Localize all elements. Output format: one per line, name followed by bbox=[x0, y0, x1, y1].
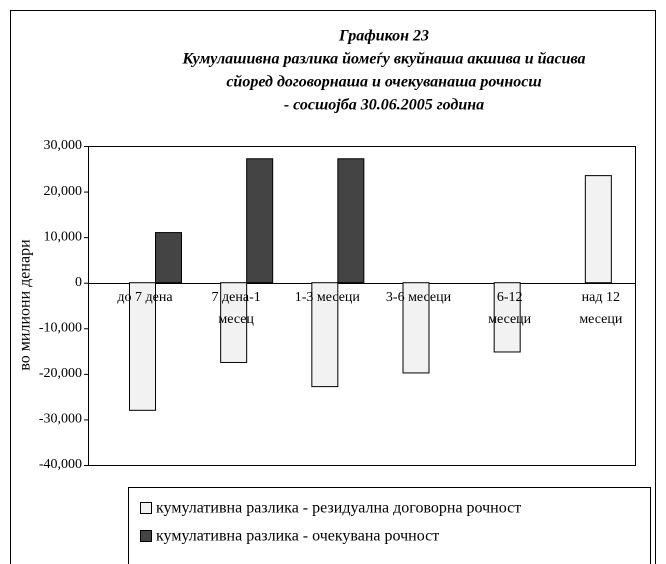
x-tick-label: над 12 bbox=[582, 290, 620, 305]
chart-border bbox=[10, 10, 656, 564]
bar bbox=[220, 282, 248, 363]
bar bbox=[155, 232, 182, 284]
x-tick-label: месеци bbox=[488, 312, 532, 327]
y-axis-label: во милиони денари bbox=[17, 239, 34, 371]
y-tick-label: -30,000 bbox=[39, 412, 82, 427]
bar bbox=[402, 282, 430, 374]
legend-label: кумулативна разлика - резидуална договор… bbox=[156, 500, 521, 517]
plot-border bbox=[88, 146, 636, 466]
x-tick-label: до 7 дена bbox=[117, 290, 173, 305]
bar bbox=[493, 282, 521, 353]
x-tick-label: 1-3 месеци bbox=[295, 290, 361, 305]
chart-title: Кумулашивна разлика йомеѓу вкуйнаша акши… bbox=[181, 51, 585, 68]
bar bbox=[246, 158, 274, 284]
x-tick-label: месеци bbox=[579, 312, 623, 327]
x-tick-label: 7 дена-1 bbox=[212, 290, 261, 305]
y-tick-label: -10,000 bbox=[39, 321, 82, 336]
legend-label: кумулативна разлика - очекувана рочност bbox=[156, 528, 439, 545]
y-tick-label: -40,000 bbox=[39, 457, 82, 472]
x-tick-label: месец bbox=[218, 312, 254, 327]
chart-title: сйоред договорнаша и очекуванаша рочносш bbox=[226, 74, 541, 91]
chart-title: Графикон 23 bbox=[338, 28, 429, 45]
legend-swatch bbox=[140, 530, 152, 542]
y-tick-label: 30,000 bbox=[44, 138, 83, 153]
legend-swatch bbox=[140, 502, 152, 514]
y-tick-label: 0 bbox=[75, 275, 82, 290]
y-tick-label: -20,000 bbox=[39, 366, 82, 381]
y-tick-label: 10,000 bbox=[44, 229, 83, 244]
x-tick-label: 6-12 bbox=[497, 290, 523, 305]
bar bbox=[337, 158, 365, 284]
bar bbox=[129, 282, 156, 411]
y-tick-label: 20,000 bbox=[44, 184, 83, 199]
bar bbox=[311, 282, 339, 388]
bar bbox=[584, 175, 612, 284]
chart-title: - сосшојба 30.06.2005 година bbox=[284, 97, 484, 114]
x-tick-label: 3-6 месеци bbox=[386, 290, 452, 305]
legend-box bbox=[128, 487, 651, 564]
